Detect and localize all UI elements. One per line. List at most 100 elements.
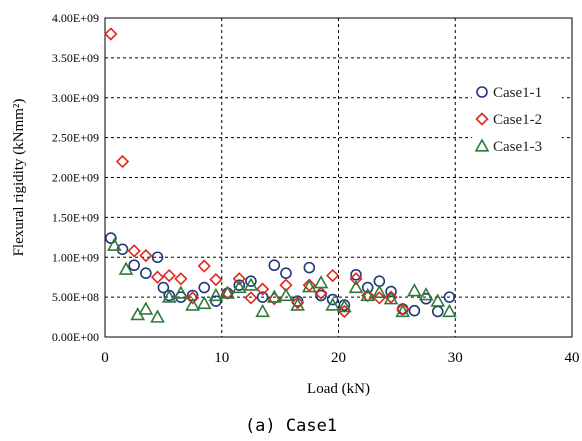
- data-point: [157, 281, 170, 294]
- y-tick-label: 1.50E+09: [52, 210, 99, 224]
- data-point: [291, 296, 305, 310]
- data-point: [418, 287, 434, 301]
- data-point: [197, 259, 211, 273]
- data-point: [196, 295, 212, 310]
- data-point: [116, 243, 129, 256]
- data-point: [360, 287, 376, 302]
- data-point: [266, 289, 282, 303]
- data-point: [385, 285, 397, 298]
- data-point: [104, 27, 118, 41]
- data-point: [115, 154, 130, 169]
- data-point: [430, 293, 446, 307]
- series-Case1-2: [104, 27, 410, 319]
- data-point: [314, 286, 328, 300]
- data-point: [278, 287, 294, 302]
- tick-labels: 0.00E+00 5.00E+08 1.00E+09 1.50E+09 2.00E+09…: [52, 11, 580, 366]
- legend-label: Case1-2: [493, 112, 542, 128]
- legend-marker: [474, 138, 490, 152]
- y-axis-title: Flexural rigidity (kNmm²): [11, 99, 27, 257]
- y-tick-label: 3.50E+09: [52, 51, 99, 65]
- data-point: [128, 259, 140, 272]
- data-point: [431, 305, 444, 318]
- data-point: [301, 279, 317, 293]
- legend-label: Case1-3: [493, 139, 542, 155]
- x-axis-title: Load (kN): [307, 381, 370, 397]
- data-point: [407, 283, 422, 297]
- data-point: [315, 289, 327, 302]
- y-tick-label: 2.00E+09: [52, 171, 99, 185]
- data-point: [361, 281, 374, 294]
- data-point: [255, 303, 270, 318]
- x-tick-label: 40: [565, 350, 580, 366]
- chart: 0.00E+00 5.00E+08 1.00E+09 1.50E+09 2.00E+09…: [11, 11, 580, 397]
- data-point: [151, 251, 164, 264]
- data-point: [408, 304, 421, 317]
- x-tick-label: 10: [214, 350, 229, 366]
- y-tick-label: 5.00E+08: [52, 290, 99, 304]
- y-tick-label: 4.00E+09: [52, 11, 99, 25]
- data-point: [256, 291, 269, 303]
- data-point: [106, 237, 122, 251]
- data-point: [185, 291, 200, 305]
- data-point: [372, 284, 387, 298]
- data-point: [105, 232, 117, 244]
- data-point: [209, 272, 223, 287]
- data-point: [326, 293, 339, 306]
- data-point: [348, 279, 364, 294]
- data-point: [268, 259, 281, 272]
- data-point: [139, 249, 153, 263]
- data-point: [336, 299, 352, 313]
- x-tick-label: 0: [101, 350, 109, 366]
- data-point: [442, 303, 457, 318]
- legend: Case1-1 Case1-2 Case1-3: [472, 79, 562, 162]
- data-point: [302, 278, 316, 292]
- data-point: [127, 244, 141, 258]
- data-point: [350, 268, 362, 281]
- plot-area-frame: [104, 17, 573, 338]
- data-point: [384, 290, 398, 304]
- figure-caption: (a) Case1: [244, 416, 338, 436]
- y-tick-label: 3.00E+09: [52, 91, 99, 105]
- data-point: [161, 289, 177, 303]
- data-point: [280, 267, 292, 280]
- data-point: [232, 272, 246, 286]
- data-point: [140, 267, 152, 280]
- gridlines: [105, 18, 572, 337]
- data-point: [443, 291, 456, 303]
- data-point: [208, 287, 224, 302]
- data-point: [150, 270, 165, 284]
- series-Case1-3: [106, 237, 457, 323]
- x-tick-label: 20: [331, 350, 346, 366]
- data-point: [337, 304, 351, 319]
- data-point: [349, 272, 363, 286]
- data-point: [185, 297, 200, 311]
- y-tick-label: 1.00E+09: [52, 250, 99, 264]
- data-point: [303, 261, 316, 274]
- data-point: [396, 302, 410, 316]
- data-point: [326, 268, 340, 283]
- data-point: [245, 275, 257, 287]
- legend-marker: [476, 86, 488, 98]
- legend-marker: [475, 112, 489, 126]
- data-point: [173, 285, 189, 299]
- data-point: [255, 282, 270, 296]
- data-point: [383, 291, 399, 305]
- data-point: [372, 291, 386, 305]
- data-point: [150, 309, 165, 323]
- data-point: [174, 272, 188, 286]
- data-points: [104, 27, 457, 323]
- data-point: [290, 297, 305, 311]
- data-point: [118, 261, 134, 275]
- data-point: [198, 281, 211, 294]
- data-point: [231, 279, 247, 294]
- data-point: [395, 303, 411, 318]
- data-point: [313, 275, 329, 289]
- data-point: [162, 268, 176, 283]
- data-point: [325, 297, 341, 311]
- y-tick-label: 0.00E+00: [52, 330, 99, 344]
- data-point: [220, 285, 235, 299]
- data-point: [138, 301, 154, 315]
- data-point: [244, 291, 258, 305]
- legend-label: Case1-1: [493, 85, 542, 101]
- data-point: [243, 277, 259, 291]
